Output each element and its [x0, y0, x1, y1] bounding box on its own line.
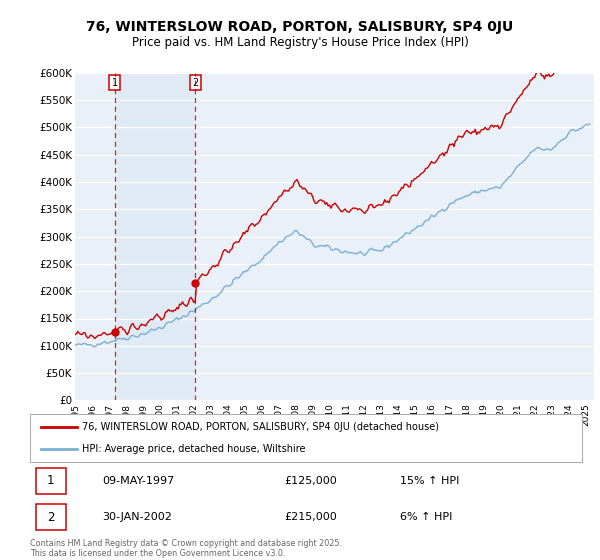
- Text: 30-JAN-2002: 30-JAN-2002: [102, 512, 172, 522]
- Text: 1: 1: [112, 78, 118, 87]
- Text: 15% ↑ HPI: 15% ↑ HPI: [400, 476, 459, 486]
- Text: £215,000: £215,000: [284, 512, 337, 522]
- Text: HPI: Average price, detached house, Wiltshire: HPI: Average price, detached house, Wilt…: [82, 444, 306, 454]
- Text: 2: 2: [193, 78, 199, 87]
- Text: £125,000: £125,000: [284, 476, 337, 486]
- Text: Price paid vs. HM Land Registry's House Price Index (HPI): Price paid vs. HM Land Registry's House …: [131, 36, 469, 49]
- Text: 2: 2: [47, 511, 55, 524]
- Bar: [115, 73, 196, 400]
- Text: Contains HM Land Registry data © Crown copyright and database right 2025.
This d: Contains HM Land Registry data © Crown c…: [30, 539, 342, 558]
- Text: 1: 1: [47, 474, 55, 487]
- Text: 76, WINTERSLOW ROAD, PORTON, SALISBURY, SP4 0JU: 76, WINTERSLOW ROAD, PORTON, SALISBURY, …: [86, 20, 514, 34]
- FancyBboxPatch shape: [35, 468, 66, 493]
- FancyBboxPatch shape: [35, 505, 66, 530]
- Text: 09-MAY-1997: 09-MAY-1997: [102, 476, 174, 486]
- Text: 76, WINTERSLOW ROAD, PORTON, SALISBURY, SP4 0JU (detached house): 76, WINTERSLOW ROAD, PORTON, SALISBURY, …: [82, 422, 439, 432]
- Text: 6% ↑ HPI: 6% ↑ HPI: [400, 512, 452, 522]
